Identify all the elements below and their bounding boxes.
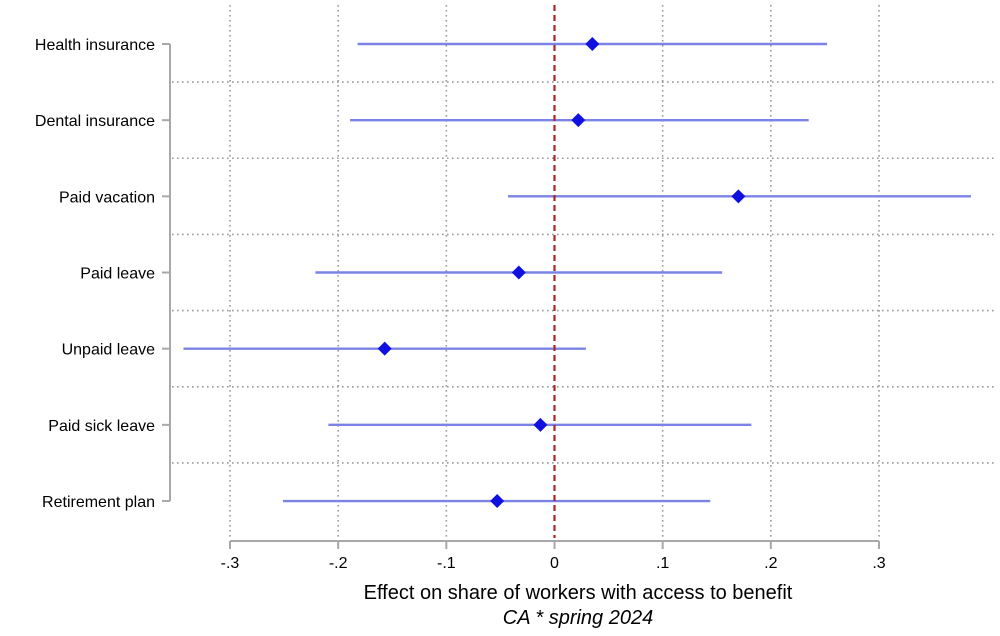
estimate-marker	[533, 417, 548, 432]
point-estimates	[377, 37, 746, 509]
category-label: Paid leave	[80, 266, 155, 283]
estimate-marker	[490, 494, 505, 509]
category-label: Unpaid leave	[62, 342, 156, 359]
estimate-marker	[731, 189, 746, 204]
x-tick-label: -.3	[221, 555, 240, 572]
estimate-marker	[377, 341, 392, 356]
x-tick-label: .1	[656, 555, 669, 572]
estimate-marker	[511, 265, 526, 280]
category-label: Paid sick leave	[48, 418, 155, 435]
chart-caption: CA * spring 2024	[503, 607, 653, 629]
category-label: Retirement plan	[42, 494, 155, 511]
confidence-intervals	[183, 42, 971, 503]
x-tick-label: -.1	[437, 555, 456, 572]
y-axis: Health insurance Dental insurance Paid vac…	[35, 37, 171, 511]
x-tick-label: .3	[872, 555, 885, 572]
x-tick-label: .2	[764, 555, 777, 572]
category-label: Health insurance	[35, 37, 155, 54]
x-tick-label: 0	[550, 555, 559, 572]
estimate-marker	[571, 113, 586, 128]
x-axis-title: Effect on share of workers with access t…	[364, 582, 793, 604]
x-axis: -.3 -.2 -.1 0 .1 .2 .3	[221, 540, 886, 572]
x-tick-label: -.2	[329, 555, 348, 572]
category-label: Paid vacation	[59, 189, 155, 206]
category-label: Dental insurance	[35, 113, 155, 130]
estimate-marker	[585, 37, 600, 51]
